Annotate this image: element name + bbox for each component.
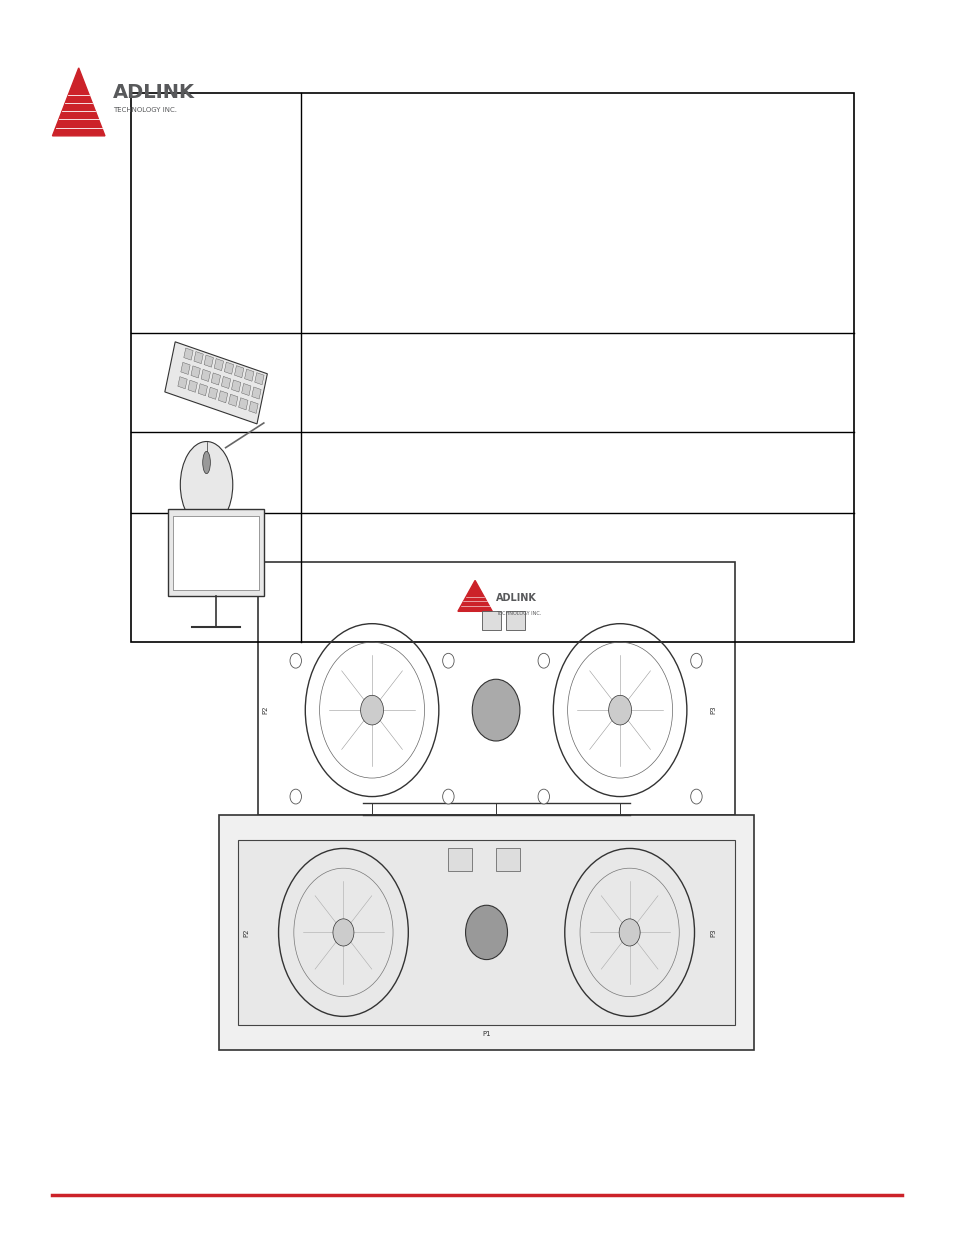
- Polygon shape: [219, 815, 753, 1050]
- Text: P2: P2: [262, 706, 268, 714]
- Polygon shape: [165, 342, 267, 424]
- Circle shape: [442, 653, 454, 668]
- Polygon shape: [254, 373, 264, 385]
- Polygon shape: [211, 373, 220, 385]
- Polygon shape: [241, 383, 251, 395]
- Circle shape: [608, 695, 631, 725]
- Polygon shape: [201, 369, 211, 382]
- Polygon shape: [232, 380, 240, 391]
- Polygon shape: [238, 840, 734, 1025]
- Polygon shape: [249, 401, 258, 414]
- Circle shape: [442, 789, 454, 804]
- Polygon shape: [177, 377, 187, 389]
- Text: P3: P3: [710, 929, 716, 936]
- Circle shape: [465, 905, 507, 960]
- Polygon shape: [198, 384, 207, 395]
- Circle shape: [690, 789, 701, 804]
- Polygon shape: [505, 611, 524, 630]
- Circle shape: [360, 695, 383, 725]
- Polygon shape: [168, 509, 263, 597]
- Text: TECHNOLOGY INC.: TECHNOLOGY INC.: [112, 107, 176, 114]
- Text: P3: P3: [710, 706, 716, 714]
- Polygon shape: [181, 362, 190, 374]
- Polygon shape: [184, 348, 193, 361]
- Circle shape: [333, 919, 354, 946]
- Circle shape: [290, 789, 301, 804]
- Polygon shape: [208, 388, 217, 399]
- Polygon shape: [448, 848, 472, 871]
- Polygon shape: [191, 366, 200, 378]
- Circle shape: [537, 653, 549, 668]
- Text: ADLINK: ADLINK: [496, 593, 537, 603]
- Polygon shape: [234, 366, 244, 378]
- Circle shape: [290, 653, 301, 668]
- Circle shape: [618, 919, 639, 946]
- Polygon shape: [481, 611, 500, 630]
- Ellipse shape: [202, 452, 210, 474]
- Text: ADLINK: ADLINK: [112, 83, 194, 101]
- Polygon shape: [173, 516, 258, 590]
- Polygon shape: [224, 362, 233, 374]
- Polygon shape: [221, 377, 231, 389]
- Ellipse shape: [180, 442, 233, 529]
- Text: P1: P1: [481, 1031, 491, 1037]
- Circle shape: [472, 679, 519, 741]
- Text: P2: P2: [243, 929, 249, 936]
- Circle shape: [690, 653, 701, 668]
- Polygon shape: [252, 387, 261, 399]
- Polygon shape: [52, 68, 105, 136]
- Text: TECHNOLOGY INC.: TECHNOLOGY INC.: [496, 611, 540, 616]
- Polygon shape: [257, 562, 734, 815]
- Polygon shape: [188, 380, 197, 393]
- Polygon shape: [204, 356, 213, 367]
- Polygon shape: [244, 369, 253, 382]
- Polygon shape: [496, 848, 519, 871]
- Circle shape: [537, 789, 549, 804]
- Polygon shape: [238, 398, 248, 410]
- Polygon shape: [218, 390, 228, 403]
- Polygon shape: [193, 352, 203, 363]
- Polygon shape: [214, 358, 223, 370]
- Polygon shape: [457, 580, 492, 611]
- Polygon shape: [229, 394, 237, 406]
